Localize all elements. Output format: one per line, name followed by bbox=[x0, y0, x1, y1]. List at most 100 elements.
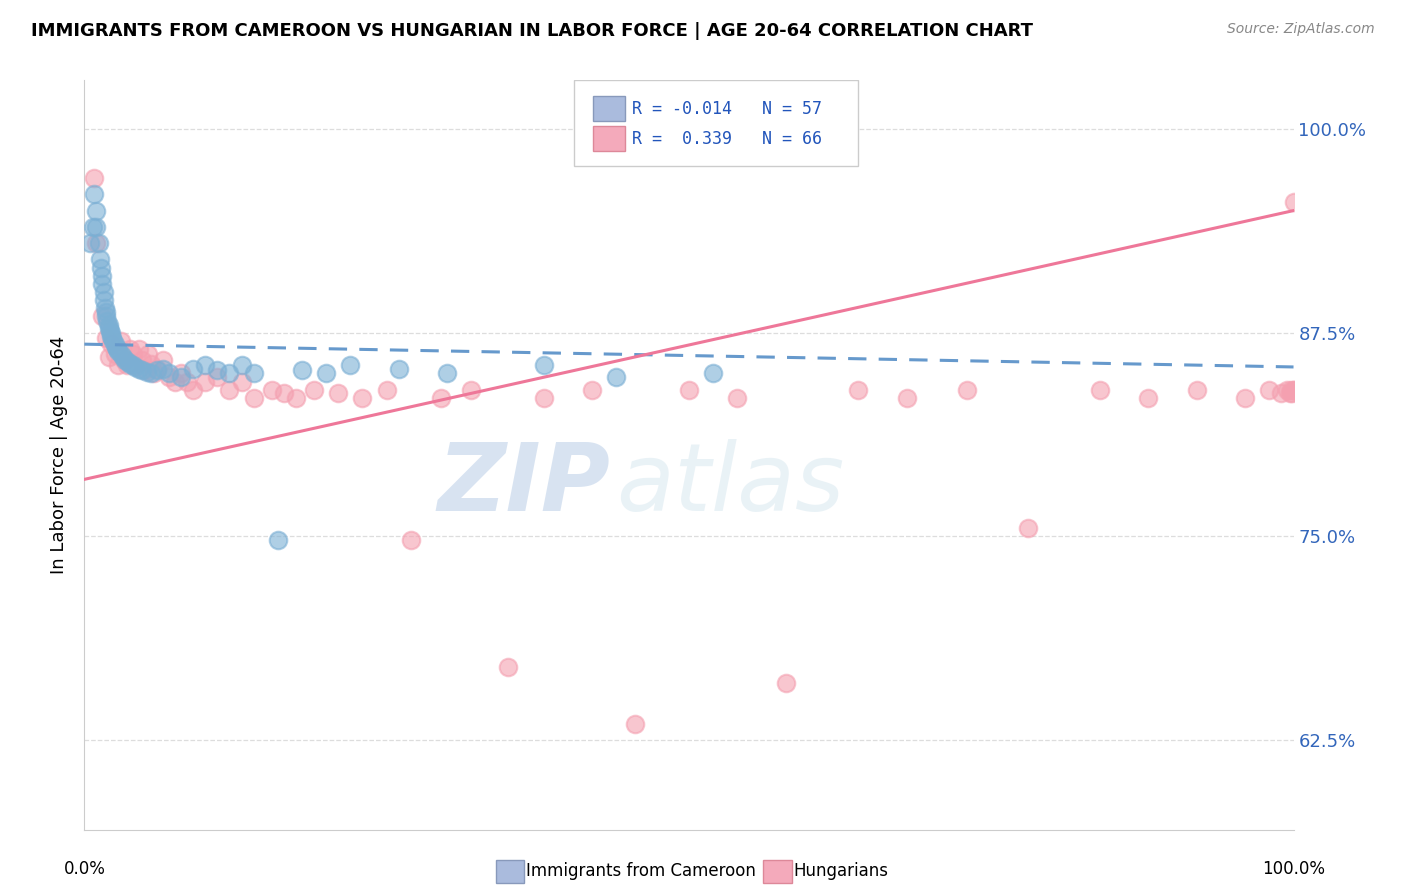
Point bbox=[104, 337, 127, 351]
Point bbox=[143, 367, 166, 381]
Point bbox=[375, 383, 398, 397]
Point bbox=[725, 391, 748, 405]
Point bbox=[98, 324, 121, 338]
Text: 0.0%: 0.0% bbox=[63, 860, 105, 878]
Point bbox=[124, 359, 146, 374]
Point bbox=[100, 337, 122, 351]
Point bbox=[131, 363, 153, 377]
Point bbox=[131, 353, 153, 368]
Point bbox=[91, 268, 114, 283]
Point bbox=[399, 533, 422, 547]
Point bbox=[315, 367, 337, 381]
Point bbox=[231, 375, 253, 389]
Point bbox=[533, 359, 555, 373]
Point bbox=[114, 353, 136, 368]
Y-axis label: In Labor Force | Age 20-64: In Labor Force | Age 20-64 bbox=[49, 335, 67, 574]
Point bbox=[352, 391, 374, 405]
Point bbox=[100, 329, 122, 343]
Point bbox=[1278, 386, 1301, 401]
Text: atlas: atlas bbox=[616, 440, 845, 531]
Point bbox=[96, 314, 118, 328]
Point bbox=[101, 331, 124, 345]
Point bbox=[1279, 383, 1302, 397]
Point bbox=[107, 343, 129, 358]
Point bbox=[623, 716, 645, 731]
Point bbox=[496, 659, 519, 673]
Point bbox=[218, 383, 240, 397]
Point bbox=[846, 383, 869, 397]
Point bbox=[117, 355, 139, 369]
Point bbox=[1185, 383, 1208, 397]
Point bbox=[103, 334, 125, 348]
Point bbox=[94, 331, 117, 345]
Point bbox=[1258, 383, 1281, 397]
Point bbox=[97, 318, 120, 332]
Point bbox=[181, 383, 204, 397]
Text: Hungarians: Hungarians bbox=[793, 863, 889, 880]
Point bbox=[146, 361, 169, 376]
Text: 100.0%: 100.0% bbox=[1263, 860, 1324, 878]
Point bbox=[79, 236, 101, 251]
Point bbox=[157, 367, 180, 381]
Point bbox=[94, 301, 117, 316]
Point bbox=[956, 383, 979, 397]
Point bbox=[87, 236, 110, 251]
Point bbox=[388, 361, 411, 376]
Point bbox=[110, 334, 132, 348]
Point bbox=[181, 361, 204, 376]
Point bbox=[165, 375, 187, 389]
Point bbox=[207, 363, 229, 377]
Point bbox=[605, 369, 627, 384]
Point bbox=[86, 219, 108, 234]
Point bbox=[157, 369, 180, 384]
Point bbox=[170, 367, 193, 381]
Point bbox=[97, 321, 120, 335]
Point bbox=[152, 361, 174, 376]
Point bbox=[94, 304, 117, 318]
Point bbox=[136, 365, 159, 379]
Point bbox=[90, 260, 112, 275]
Point bbox=[775, 676, 797, 690]
Point bbox=[896, 391, 918, 405]
Point bbox=[100, 326, 122, 340]
Point bbox=[1017, 521, 1039, 535]
Point bbox=[1277, 383, 1299, 397]
Point bbox=[134, 363, 156, 377]
Point bbox=[267, 533, 290, 547]
Point bbox=[91, 277, 114, 291]
Point bbox=[121, 347, 143, 361]
Text: ZIP: ZIP bbox=[437, 439, 610, 531]
Point bbox=[581, 383, 603, 397]
Point bbox=[110, 347, 132, 361]
Point bbox=[105, 342, 128, 356]
Point bbox=[83, 171, 105, 186]
Point bbox=[273, 386, 295, 401]
Point bbox=[242, 391, 264, 405]
Point bbox=[83, 187, 105, 202]
Point bbox=[112, 350, 135, 364]
Point bbox=[89, 252, 111, 267]
Point bbox=[93, 293, 115, 308]
Point bbox=[218, 367, 240, 381]
Point bbox=[436, 367, 458, 381]
Point bbox=[128, 342, 150, 356]
Point bbox=[107, 359, 129, 373]
Point bbox=[1282, 383, 1305, 397]
Point bbox=[260, 383, 283, 397]
Text: Immigrants from Cameroon: Immigrants from Cameroon bbox=[526, 863, 755, 880]
Point bbox=[460, 383, 482, 397]
FancyBboxPatch shape bbox=[593, 126, 624, 152]
Point bbox=[115, 359, 138, 373]
Point bbox=[1137, 391, 1160, 405]
Point bbox=[138, 347, 160, 361]
Point bbox=[86, 236, 108, 251]
Text: IMMIGRANTS FROM CAMEROON VS HUNGARIAN IN LABOR FORCE | AGE 20-64 CORRELATION CHA: IMMIGRANTS FROM CAMEROON VS HUNGARIAN IN… bbox=[31, 22, 1033, 40]
Point bbox=[284, 391, 308, 405]
Point bbox=[194, 359, 217, 373]
FancyBboxPatch shape bbox=[574, 80, 858, 167]
FancyBboxPatch shape bbox=[593, 96, 624, 121]
Point bbox=[152, 353, 174, 368]
Text: Source: ZipAtlas.com: Source: ZipAtlas.com bbox=[1227, 22, 1375, 37]
Point bbox=[1282, 383, 1305, 397]
Point bbox=[678, 383, 700, 397]
